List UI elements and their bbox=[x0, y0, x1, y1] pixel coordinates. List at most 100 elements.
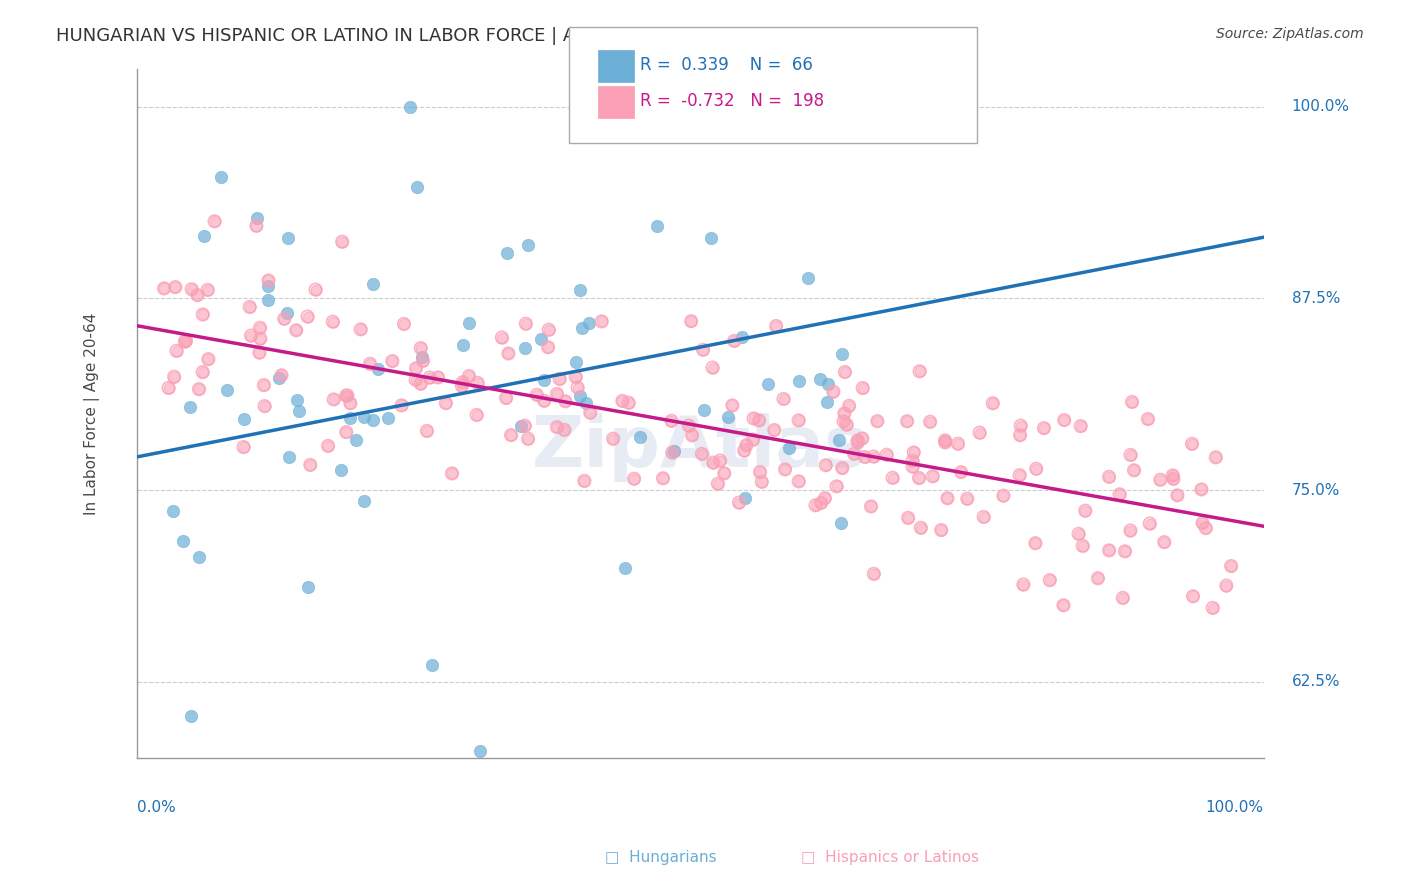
Point bbox=[253, 378, 276, 392]
Point bbox=[186, 288, 208, 302]
Point bbox=[191, 308, 214, 322]
Point bbox=[245, 219, 267, 233]
Point bbox=[335, 389, 357, 403]
Point bbox=[734, 491, 756, 505]
Point bbox=[467, 376, 489, 390]
Point bbox=[882, 471, 904, 485]
Point bbox=[427, 370, 450, 384]
Point bbox=[920, 415, 942, 429]
Point bbox=[537, 323, 560, 337]
Point bbox=[491, 330, 513, 344]
Point bbox=[316, 439, 339, 453]
Point bbox=[810, 496, 832, 510]
Point bbox=[553, 423, 575, 437]
Point bbox=[772, 392, 794, 406]
Point bbox=[574, 474, 596, 488]
Point bbox=[193, 229, 215, 244]
Point bbox=[554, 394, 576, 409]
Point bbox=[322, 392, 344, 407]
Point bbox=[526, 388, 548, 402]
Point bbox=[950, 465, 973, 479]
Point bbox=[1074, 503, 1097, 517]
Point bbox=[204, 214, 226, 228]
Point bbox=[751, 475, 773, 489]
Point bbox=[391, 398, 413, 412]
Point bbox=[817, 376, 839, 391]
Point bbox=[662, 444, 685, 458]
Point bbox=[239, 300, 262, 314]
Point bbox=[728, 495, 751, 509]
Point bbox=[723, 334, 745, 348]
Point bbox=[721, 399, 744, 413]
Point bbox=[1112, 591, 1135, 605]
Point bbox=[336, 388, 359, 402]
Point bbox=[411, 350, 433, 364]
Point bbox=[339, 396, 361, 410]
Point bbox=[335, 425, 357, 439]
Point bbox=[723, 334, 745, 348]
Point bbox=[186, 288, 208, 302]
Point bbox=[257, 279, 280, 293]
Point bbox=[920, 415, 942, 429]
Point bbox=[440, 467, 463, 481]
Point bbox=[1071, 539, 1094, 553]
Point bbox=[749, 465, 772, 479]
Point bbox=[765, 318, 787, 333]
Point bbox=[946, 436, 969, 450]
Point bbox=[434, 396, 457, 410]
Point bbox=[496, 246, 519, 260]
Point bbox=[709, 453, 731, 467]
Point bbox=[409, 341, 432, 355]
Point bbox=[405, 373, 427, 387]
Point bbox=[1119, 524, 1142, 538]
Point bbox=[564, 370, 586, 384]
Point bbox=[901, 454, 924, 468]
Point bbox=[253, 378, 276, 392]
Point bbox=[810, 496, 832, 510]
Point bbox=[180, 282, 202, 296]
Point bbox=[451, 337, 474, 351]
Point bbox=[832, 414, 855, 428]
Point bbox=[934, 435, 956, 450]
Point bbox=[546, 420, 568, 434]
Point bbox=[579, 406, 602, 420]
Point bbox=[1039, 573, 1062, 587]
Point bbox=[831, 461, 853, 475]
Point bbox=[285, 323, 308, 337]
Point bbox=[391, 398, 413, 412]
Point bbox=[1008, 468, 1031, 483]
Point bbox=[763, 423, 786, 437]
Point bbox=[209, 169, 232, 184]
Point bbox=[709, 453, 731, 467]
Point bbox=[299, 458, 322, 472]
Point bbox=[405, 361, 427, 376]
Point bbox=[166, 343, 188, 358]
Point bbox=[661, 445, 683, 459]
Point bbox=[330, 235, 353, 249]
Point bbox=[908, 364, 931, 378]
Point bbox=[956, 491, 979, 506]
Point bbox=[707, 476, 730, 491]
Point bbox=[623, 472, 645, 486]
Point bbox=[270, 368, 292, 383]
Point bbox=[569, 283, 592, 297]
Point bbox=[731, 330, 754, 344]
Point bbox=[946, 436, 969, 450]
Point bbox=[612, 393, 634, 408]
Point bbox=[1012, 577, 1035, 591]
Point bbox=[934, 435, 956, 450]
Point bbox=[591, 314, 613, 328]
Point bbox=[1032, 421, 1054, 435]
Point bbox=[434, 396, 457, 410]
Point bbox=[339, 411, 361, 425]
Point bbox=[1181, 437, 1204, 451]
Point bbox=[157, 381, 180, 395]
Text: 75.0%: 75.0% bbox=[1292, 483, 1340, 498]
Point bbox=[405, 361, 427, 376]
Point bbox=[617, 395, 640, 409]
Point bbox=[1074, 503, 1097, 517]
Point bbox=[846, 434, 869, 448]
Point bbox=[1215, 578, 1237, 592]
Point bbox=[217, 384, 239, 398]
Point bbox=[335, 425, 357, 439]
